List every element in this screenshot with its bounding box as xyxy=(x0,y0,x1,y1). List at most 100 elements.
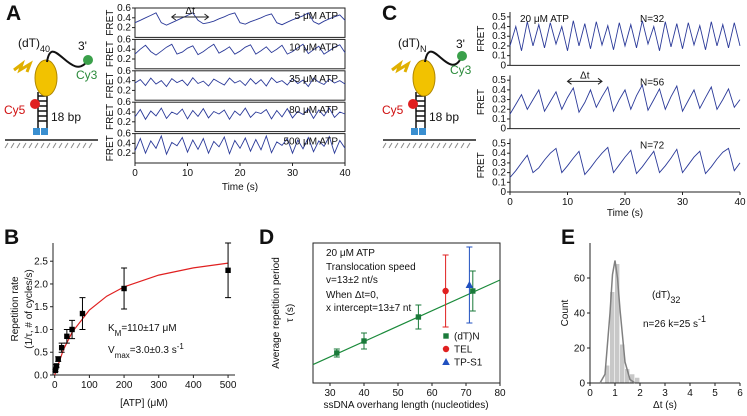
y-tick-label: 0.6 xyxy=(117,97,131,108)
annotation-part: max xyxy=(115,351,130,360)
annotation-part: M xyxy=(115,329,122,338)
acceptor-label: Cy5 xyxy=(4,103,26,117)
annotation-part: Translocation speed xyxy=(326,262,416,273)
strand-sub: 40 xyxy=(40,44,50,54)
x-tick-label: 70 xyxy=(460,388,472,399)
y-tick-label: 0 xyxy=(500,124,506,135)
annotation: n=26 k=25 s-1 xyxy=(643,314,706,330)
y-tick-label: 2.5 xyxy=(34,257,48,268)
schematic: (dT)40 3' Cy3 Cy5 18 bp xyxy=(4,36,98,149)
marker xyxy=(442,345,450,353)
y-tick-label: 0.2 xyxy=(117,148,131,159)
fit-curve xyxy=(54,262,229,376)
x-axis-label: Δt (s) xyxy=(653,400,677,411)
marker xyxy=(361,338,367,344)
marker xyxy=(69,326,75,333)
end-label: 3' xyxy=(78,39,87,53)
y-tick-label: 1.5 xyxy=(34,302,48,313)
y-tick-label: 0.3 xyxy=(492,31,506,42)
y-tick-label: 0.5 xyxy=(492,139,506,150)
y-axis-label: τ (s) xyxy=(285,304,296,322)
strand-text: (dT) xyxy=(18,36,40,50)
x-tick-label: 4 xyxy=(687,388,693,399)
legend-label: (dT)N xyxy=(454,332,480,343)
trace xyxy=(134,107,346,121)
y-tick-label: 0.0 xyxy=(34,371,48,382)
y-axis-label: FRET xyxy=(105,104,116,130)
bar xyxy=(630,374,635,383)
x-tick-label: 10 xyxy=(562,197,574,208)
x-tick-label: 200 xyxy=(116,380,133,391)
marker xyxy=(415,314,422,320)
y-tick-label: 0.4 xyxy=(492,85,506,96)
strand-label: (dT)40 xyxy=(18,36,50,54)
y-tick-label: 0.2 xyxy=(117,23,131,34)
fit-curve xyxy=(312,279,501,366)
interval-label: Δt xyxy=(185,6,195,17)
y-tick-label: 0.4 xyxy=(492,148,506,159)
marker xyxy=(52,367,59,374)
y-axis-label: Repetition rate xyxy=(10,276,21,341)
y-tick-label: 40 xyxy=(574,309,586,320)
frame xyxy=(312,242,501,384)
x-tick-label: 500 xyxy=(220,380,237,391)
panel-label: E xyxy=(561,226,575,249)
trace-label: N=32 xyxy=(640,14,665,25)
y-tick-label: 0.5 xyxy=(34,348,48,359)
interval-arrow xyxy=(566,77,603,85)
trace xyxy=(134,43,346,56)
y-axis-label: FRET xyxy=(105,72,116,98)
bar xyxy=(635,377,640,383)
x-tick-label: 0 xyxy=(507,197,513,208)
y-axis-label: FRET xyxy=(476,89,487,115)
x-tick-label: 400 xyxy=(185,380,202,391)
annotation: Translocation speed xyxy=(326,262,416,273)
schematic: (dT)N 3' Cy3 Cy5 18 bp xyxy=(382,36,476,149)
marker xyxy=(53,363,60,369)
acceptor-label: Cy5 xyxy=(382,103,404,117)
trace-label: 10 μM ATP xyxy=(289,42,338,53)
annotation-part: V xyxy=(108,345,115,356)
annotation: v=13±2 nt/s xyxy=(326,275,378,286)
trace xyxy=(509,146,741,178)
y-tick-label: 0.2 xyxy=(117,85,131,96)
y-tick-label: 1.0 xyxy=(34,325,48,336)
annotation: 20 μM ATP xyxy=(326,248,375,259)
marker xyxy=(79,310,86,317)
strand-text: (dT) xyxy=(398,36,420,50)
x-tick-label: 80 xyxy=(494,388,506,399)
x-tick-label: 0 xyxy=(52,380,58,391)
marker xyxy=(465,281,474,288)
marker xyxy=(442,287,449,295)
y-tick-label: 0.2 xyxy=(492,41,506,52)
bar xyxy=(620,344,625,383)
annotation-part: When Δt=0, xyxy=(326,290,379,301)
x-tick-label: 100 xyxy=(81,380,98,391)
panel-label: D xyxy=(259,226,274,249)
y-tick-label: 0.2 xyxy=(492,104,506,115)
x-tick-label: 2 xyxy=(637,388,643,399)
annotation: Vmax=3.0±0.3 s-1 xyxy=(108,342,184,360)
y-tick-label: 0.6 xyxy=(117,66,131,77)
annotation: KM=110±17 μM xyxy=(108,323,177,338)
trace-label: N=56 xyxy=(640,77,665,88)
y-tick-label: 0.4 xyxy=(117,44,131,55)
annotation-part: v=13±2 nt/s xyxy=(326,275,378,286)
y-tick-label: 0.4 xyxy=(117,107,131,118)
y-tick-label: 0.2 xyxy=(117,54,131,65)
marker xyxy=(443,333,449,339)
end-label: 3' xyxy=(456,37,465,51)
marker xyxy=(121,285,127,292)
annotation-part: K xyxy=(108,323,115,334)
y-tick-label: 0.6 xyxy=(117,3,131,14)
marker xyxy=(225,267,231,274)
y-tick-label: 0.2 xyxy=(117,117,131,128)
y-tick-label: 0.3 xyxy=(492,158,506,169)
panel-label: B xyxy=(4,226,19,249)
x-tick-label: 40 xyxy=(358,388,370,399)
marker xyxy=(64,333,70,340)
y-tick-label: 0.4 xyxy=(492,22,506,33)
y-tick-label: 0.2 xyxy=(492,168,506,179)
y-tick-label: 0.5 xyxy=(492,75,506,86)
